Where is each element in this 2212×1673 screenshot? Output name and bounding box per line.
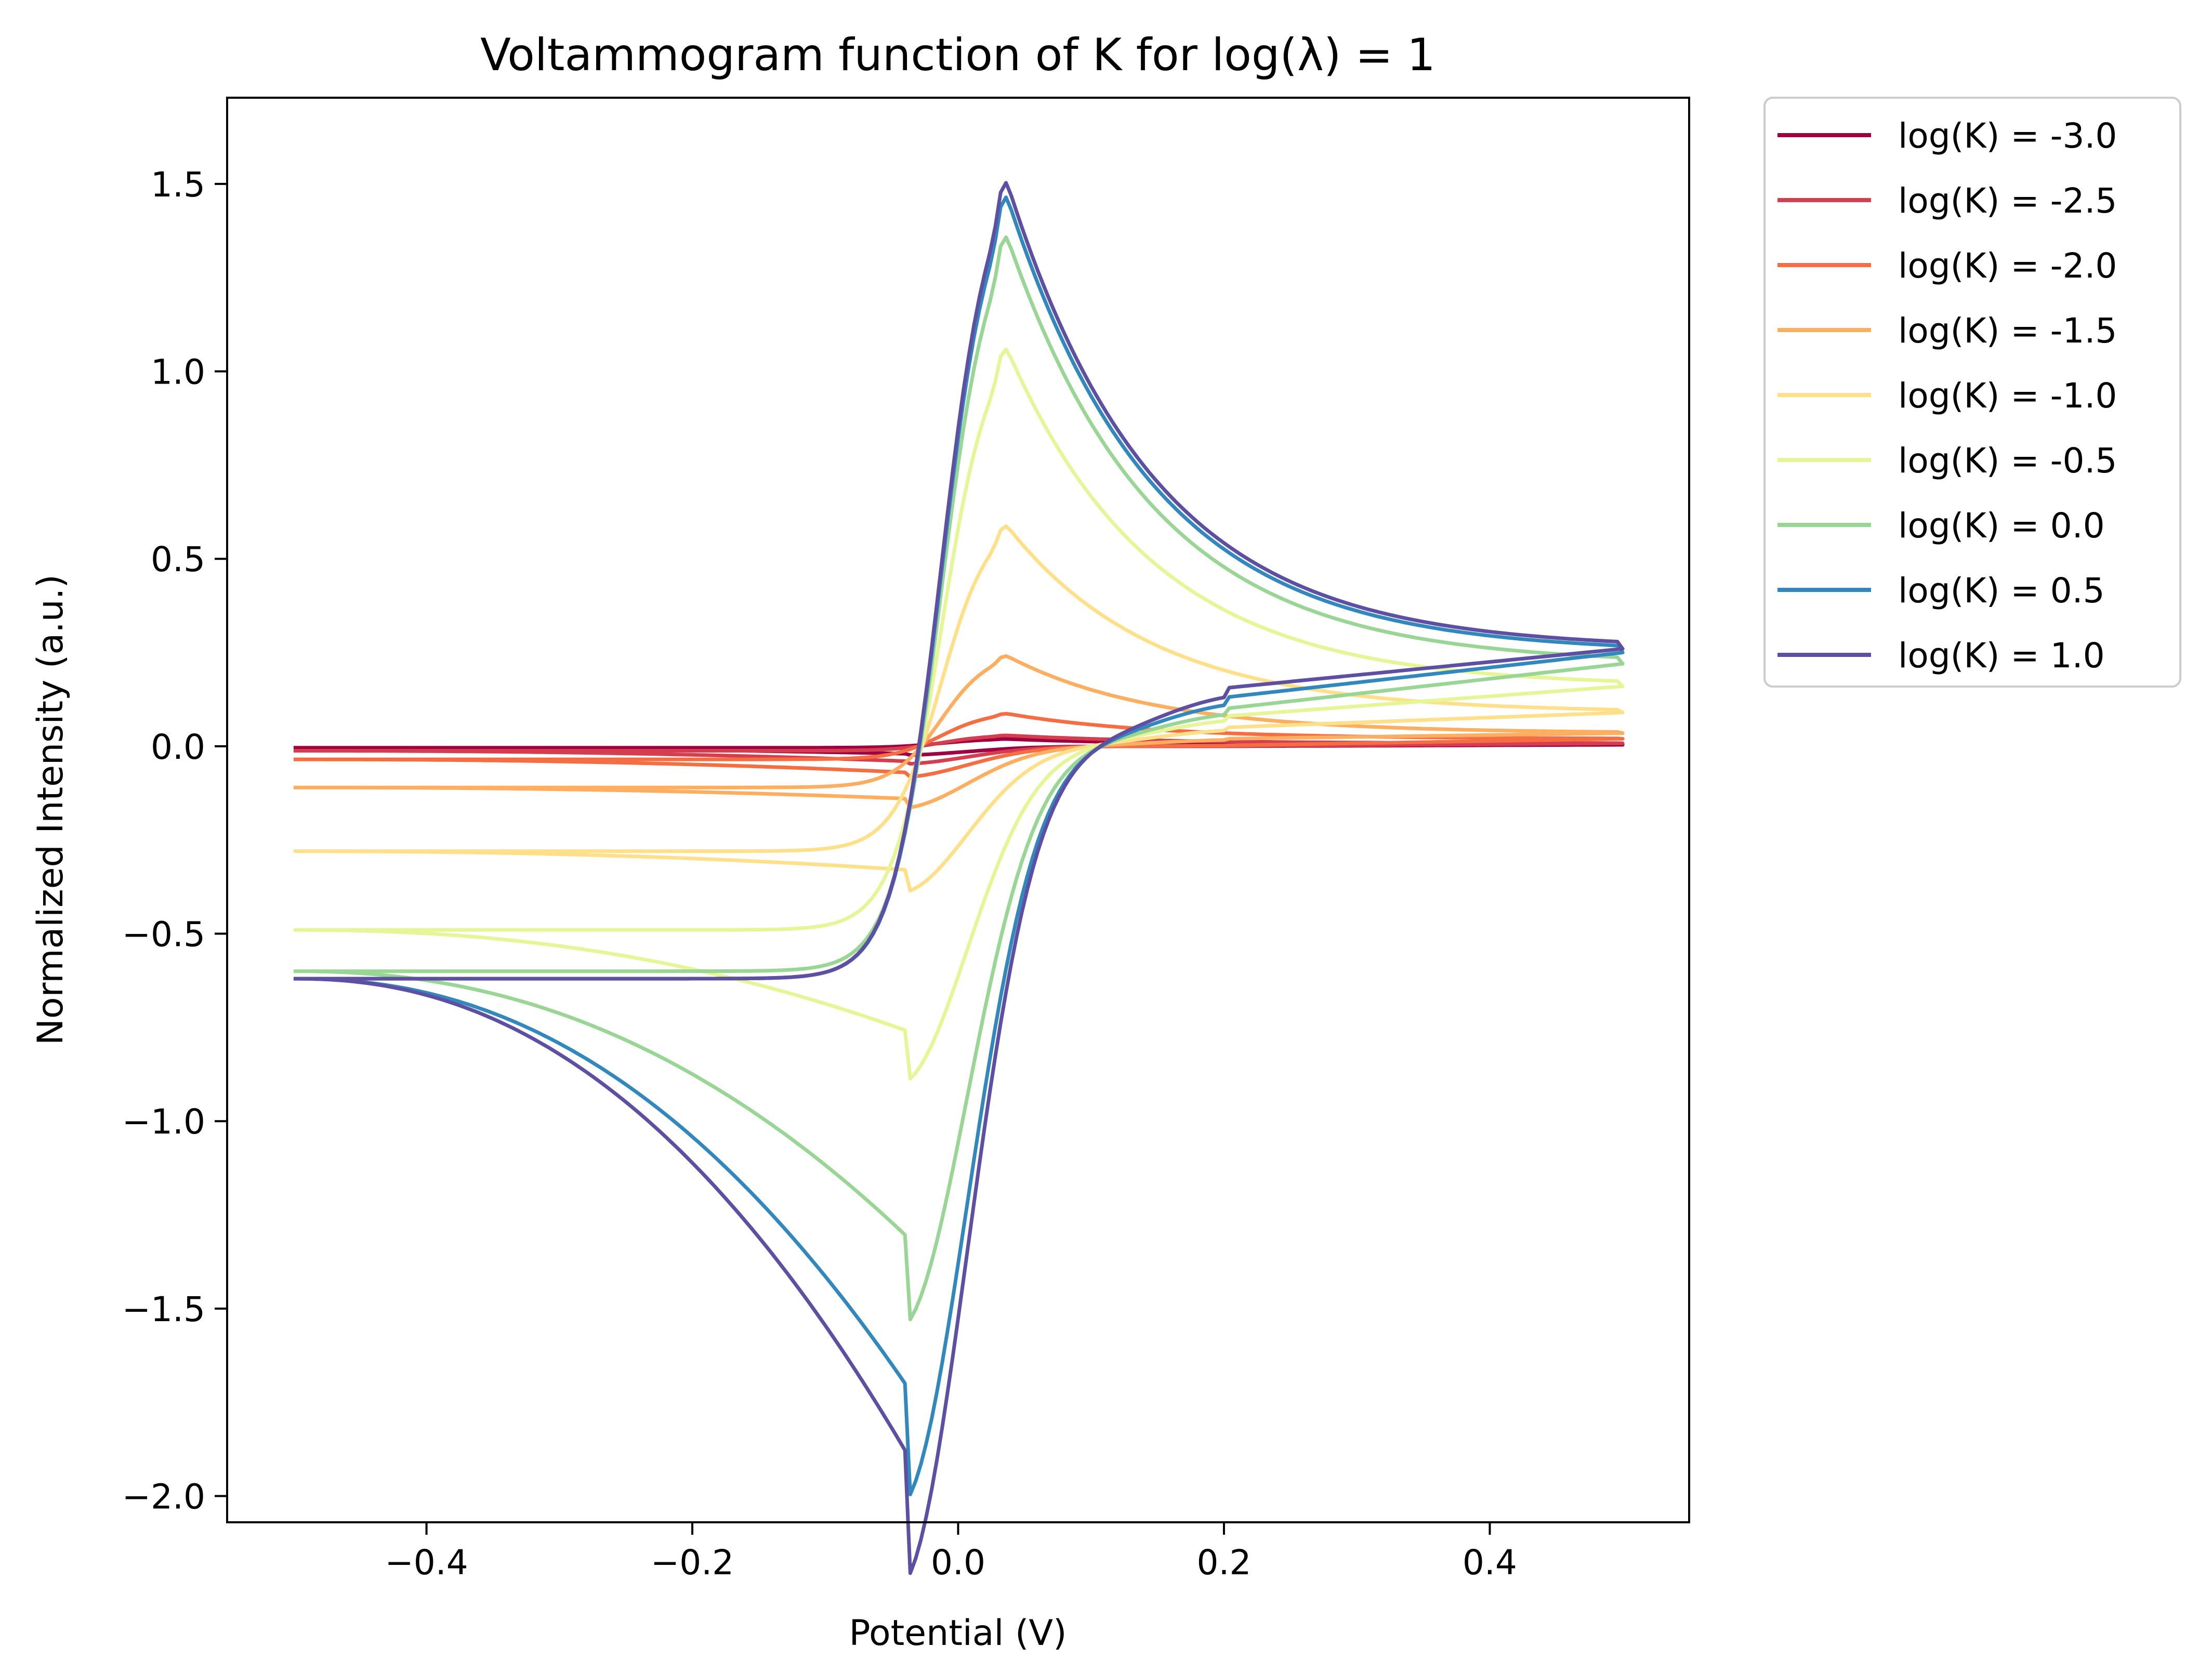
series-line	[293, 181, 1625, 1575]
series-line	[293, 733, 1625, 766]
y-tick-label: −2.0	[122, 1477, 205, 1517]
legend-label: log(K) = -2.5	[1898, 181, 2117, 221]
legend-label: log(K) = 0.0	[1898, 506, 2105, 546]
legend-label: log(K) = -0.5	[1898, 441, 2117, 481]
y-axis-label: Normalized Intensity (a.u.)	[30, 574, 71, 1045]
legend-label: log(K) = 0.5	[1898, 571, 2105, 611]
y-tick-label: −0.5	[122, 915, 205, 955]
y-tick-label: 0.5	[151, 539, 205, 579]
x-tick-label: −0.4	[385, 1543, 468, 1583]
legend-label: log(K) = 1.0	[1898, 636, 2105, 676]
y-tick-label: 1.5	[151, 165, 205, 205]
series-line	[293, 524, 1625, 893]
plot-lines	[293, 181, 1625, 1575]
legend: log(K) = -3.0 log(K) = -2.5 log(K) = -2.0 l…	[1763, 97, 2181, 688]
x-tick-label: 0.2	[1196, 1543, 1251, 1583]
legend-label: log(K) = -1.5	[1898, 311, 2117, 351]
legend-label: log(K) = -3.0	[1898, 116, 2117, 156]
y-tick-label: 1.0	[151, 352, 205, 392]
y-tick-label: −1.0	[122, 1102, 205, 1142]
y-axis-ticks: −2.0 −1.5 −1.0 −0.5 0.0 0.5 1.0 1.5	[122, 165, 227, 1517]
x-tick-label: 0.0	[931, 1543, 985, 1583]
series-line	[293, 347, 1625, 1081]
series-line	[293, 712, 1625, 779]
legend-label: log(K) = -2.0	[1898, 246, 2117, 286]
x-tick-label: 0.4	[1463, 1543, 1517, 1583]
x-tick-label: −0.2	[651, 1543, 734, 1583]
legend-frame	[1763, 97, 2181, 688]
legend-label: log(K) = -1.0	[1898, 376, 2117, 416]
y-tick-label: 0.0	[151, 727, 205, 767]
chart-title: Voltammogram function of K for log(λ) = …	[480, 29, 1436, 81]
series-line	[293, 654, 1625, 810]
y-tick-label: −1.5	[122, 1289, 205, 1329]
series-line	[293, 235, 1625, 1322]
x-axis-ticks: −0.4 −0.2 0.0 0.2 0.4	[385, 1522, 1517, 1583]
x-axis-label: Potential (V)	[849, 1613, 1066, 1654]
